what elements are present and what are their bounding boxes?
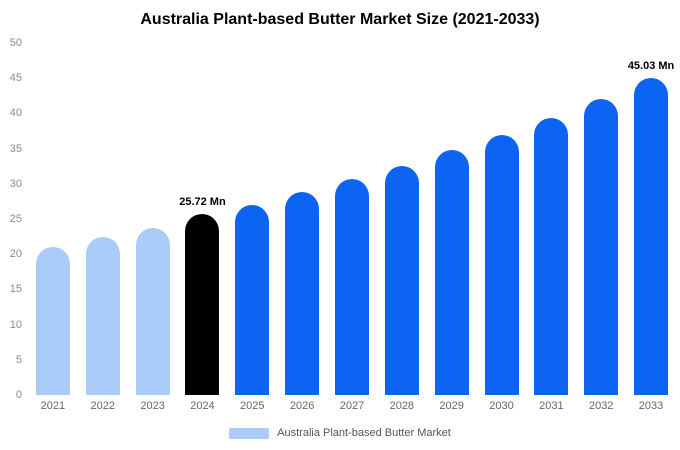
bar-slot-2033: 45.03 Mn [626, 43, 676, 395]
bar-2022 [85, 237, 120, 395]
bar-2030 [484, 134, 519, 395]
bar-2033 [634, 78, 669, 395]
bar-2032 [584, 99, 619, 395]
bar-2025 [235, 204, 270, 395]
x-axis-label-2025: 2025 [240, 400, 265, 412]
bar-slot-2032 [576, 43, 626, 395]
bar-slot-2022 [78, 43, 128, 395]
bar-2021 [35, 247, 70, 395]
x-axis-label-2030: 2030 [489, 400, 514, 412]
bar-2026 [285, 192, 320, 395]
y-axis-tick-label: 25 [9, 213, 22, 225]
bar-slot-2026 [277, 43, 327, 395]
bar-2029 [434, 150, 469, 395]
bar-2027 [334, 178, 369, 395]
y-axis-tick-label: 0 [15, 389, 22, 401]
y-axis-tick-label: 10 [9, 318, 22, 331]
x-axis-label-2028: 2028 [389, 400, 415, 412]
y-axis-tick-label: 50 [9, 37, 22, 49]
bar-slot-2027 [327, 43, 377, 395]
y-axis-tick-label: 30 [9, 177, 22, 190]
plot-area: 25.72 Mn 45.03 Mn [28, 43, 676, 395]
legend: Australia Plant-based Butter Market [0, 427, 680, 439]
x-axis-label-2023: 2023 [140, 400, 165, 412]
bar-slot-2029 [427, 43, 477, 395]
bar-slot-2024: 25.72 Mn [178, 43, 228, 395]
bar-slot-2028 [377, 43, 427, 395]
x-axis-label-2032: 2032 [588, 400, 614, 412]
x-axis-label-2033: 2033 [638, 400, 664, 412]
y-axis-tick-label: 5 [15, 353, 22, 366]
x-axis-label-2022: 2022 [90, 400, 115, 412]
bar-2023 [135, 228, 170, 395]
bar-slot-2031 [526, 43, 576, 395]
bar-slot-2021 [28, 43, 78, 395]
x-axis: 2021 2022 2023 2024 2025 2026 2027 2028 2029 2030… [28, 400, 676, 412]
legend-swatch [229, 427, 270, 439]
bar-2028 [384, 165, 419, 395]
x-axis-label-2024: 2024 [190, 400, 215, 412]
y-axis-tick-label: 20 [9, 248, 22, 261]
data-label-2024: 25.72 Mn [179, 195, 226, 208]
y-axis-tick-label: 15 [9, 283, 22, 296]
x-axis-label-2021: 2021 [40, 400, 66, 412]
y-axis-tick-label: 40 [9, 107, 22, 120]
y-axis: 50 45 40 35 30 25 20 15 10 5 0 [0, 37, 22, 401]
y-axis-tick-label: 45 [9, 72, 22, 85]
bar-2024 [185, 213, 220, 395]
x-axis-label-2027: 2027 [339, 400, 365, 412]
data-label-2033: 45.03 Mn [627, 60, 675, 72]
x-axis-label-2026: 2026 [289, 400, 315, 412]
bar-2031 [534, 118, 569, 395]
bar-slot-2023 [128, 43, 178, 395]
x-axis-label-2029: 2029 [439, 400, 464, 412]
bar-slot-2025 [227, 43, 277, 395]
chart-title: Australia Plant-based Butter Market Size… [140, 11, 540, 28]
y-axis-tick-label: 35 [9, 142, 22, 155]
legend-label: Australia Plant-based Butter Market [277, 427, 451, 439]
bar-slot-2030 [477, 43, 527, 395]
x-axis-label-2031: 2031 [539, 400, 564, 412]
